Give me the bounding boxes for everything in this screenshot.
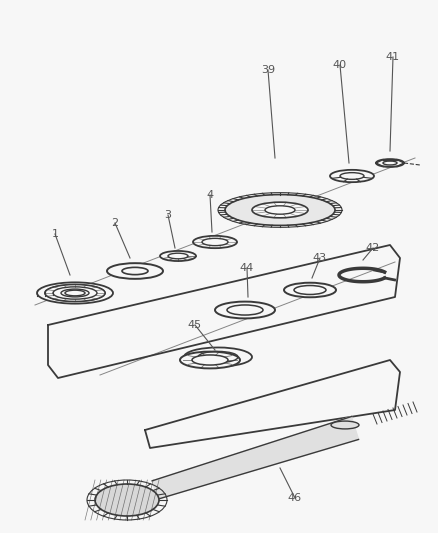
- Ellipse shape: [283, 282, 335, 297]
- Ellipse shape: [329, 170, 373, 182]
- Text: 40: 40: [332, 60, 346, 70]
- Text: 2: 2: [111, 218, 118, 228]
- Text: 3: 3: [164, 210, 171, 220]
- Text: 39: 39: [260, 65, 275, 75]
- Ellipse shape: [65, 290, 85, 296]
- Ellipse shape: [191, 355, 227, 365]
- Ellipse shape: [45, 285, 105, 301]
- Ellipse shape: [330, 421, 358, 429]
- Ellipse shape: [95, 484, 159, 516]
- Ellipse shape: [226, 305, 262, 315]
- Ellipse shape: [215, 302, 274, 318]
- Ellipse shape: [180, 352, 240, 368]
- Ellipse shape: [53, 287, 97, 299]
- Ellipse shape: [201, 238, 227, 246]
- Text: 4: 4: [206, 190, 213, 200]
- Text: 45: 45: [187, 320, 201, 330]
- Polygon shape: [152, 416, 358, 499]
- Text: 1: 1: [51, 229, 58, 239]
- Text: 41: 41: [385, 52, 399, 62]
- Ellipse shape: [61, 289, 89, 297]
- Ellipse shape: [45, 285, 105, 301]
- Ellipse shape: [293, 286, 325, 294]
- Ellipse shape: [193, 236, 237, 248]
- Text: 43: 43: [312, 253, 326, 263]
- Ellipse shape: [159, 251, 195, 261]
- Ellipse shape: [107, 263, 162, 279]
- Ellipse shape: [382, 161, 396, 165]
- Ellipse shape: [122, 268, 148, 274]
- Ellipse shape: [375, 159, 403, 167]
- Ellipse shape: [265, 206, 294, 214]
- Text: 44: 44: [239, 263, 254, 273]
- Ellipse shape: [168, 253, 187, 259]
- Ellipse shape: [339, 173, 363, 180]
- Text: 42: 42: [365, 243, 379, 253]
- Ellipse shape: [37, 282, 113, 304]
- Text: 46: 46: [287, 493, 301, 503]
- Ellipse shape: [53, 287, 97, 299]
- Ellipse shape: [251, 202, 307, 218]
- Ellipse shape: [225, 195, 334, 225]
